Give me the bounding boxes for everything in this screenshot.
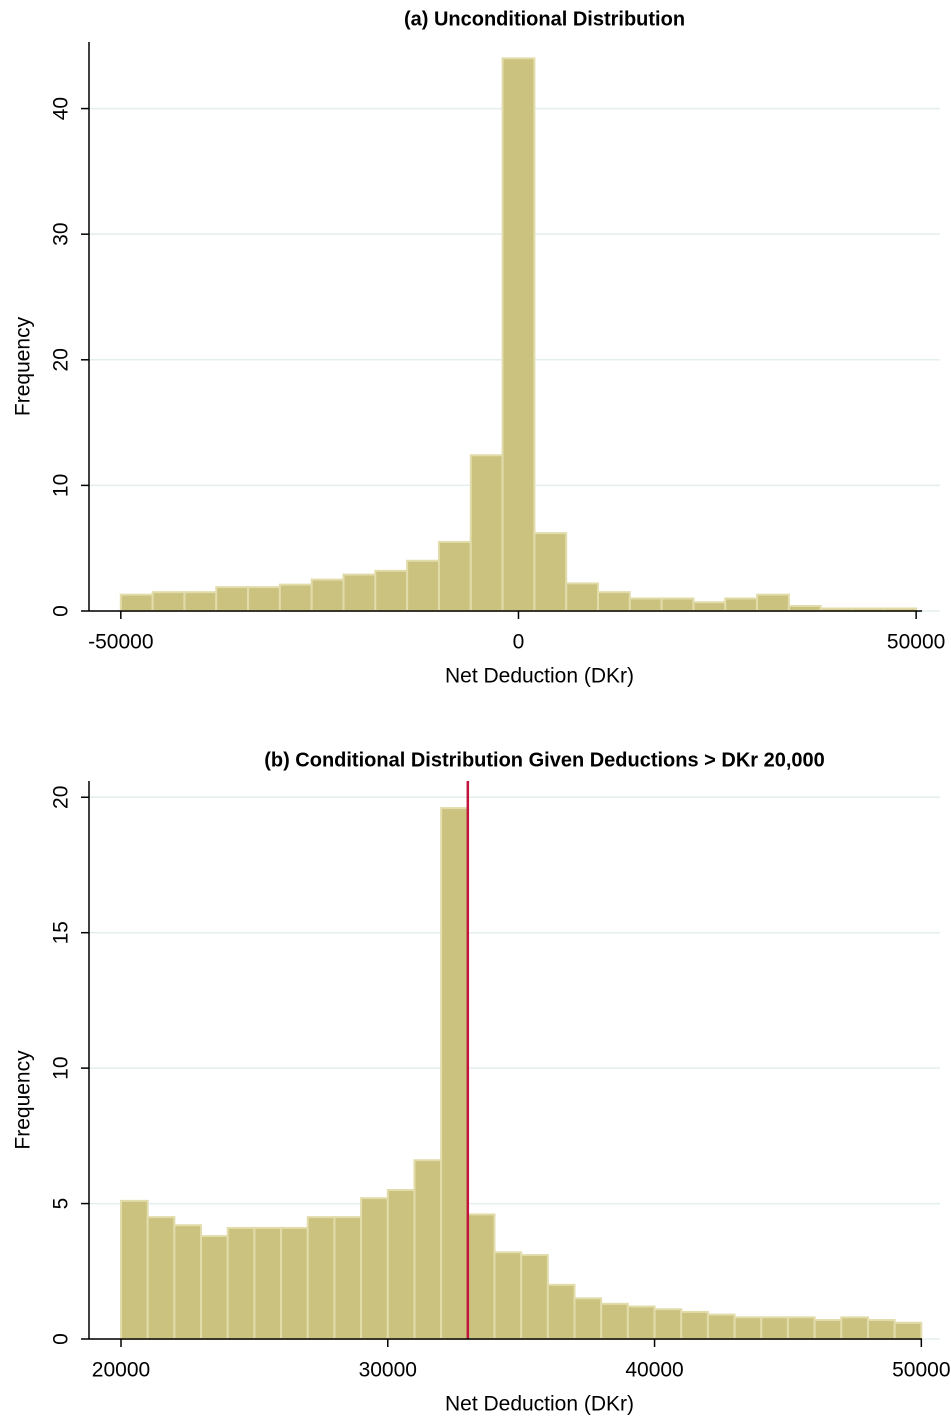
y-tick-label: 0 xyxy=(50,605,73,617)
bar xyxy=(310,578,345,612)
bar xyxy=(466,1213,496,1341)
y-tick-label: 15 xyxy=(50,921,73,944)
bar xyxy=(813,1319,843,1340)
bar xyxy=(866,1319,896,1340)
y-tick-label: 40 xyxy=(50,97,73,120)
bar xyxy=(146,1216,176,1341)
bar xyxy=(306,1216,336,1341)
bar xyxy=(533,532,568,612)
bar xyxy=(653,1308,683,1340)
bar xyxy=(600,1302,629,1340)
bar xyxy=(437,540,472,613)
y-tick-label: 0 xyxy=(50,1333,73,1345)
x-tick-label: 0 xyxy=(513,631,525,654)
y-tick-label: 20 xyxy=(50,348,73,371)
x-tick-label: 30000 xyxy=(359,1359,417,1382)
bar xyxy=(706,1313,736,1340)
bar xyxy=(374,569,409,612)
bar xyxy=(280,1226,309,1341)
bar xyxy=(501,57,536,612)
bar xyxy=(386,1189,416,1340)
chart-title: (b) Conditional Distribution Given Deduc… xyxy=(264,749,825,771)
x-tick-label: 20000 xyxy=(92,1359,150,1382)
x-tick-label: 50000 xyxy=(892,1359,950,1382)
bar xyxy=(787,604,822,612)
bar xyxy=(278,583,313,612)
bar xyxy=(680,1310,709,1340)
x-tick-label: 40000 xyxy=(625,1359,683,1382)
bar xyxy=(253,1226,283,1341)
bar xyxy=(493,1251,523,1341)
bar xyxy=(247,586,281,612)
y-axis-title: Frequency xyxy=(12,1050,35,1150)
bar xyxy=(413,1159,443,1340)
bar xyxy=(215,586,250,612)
y-axis-title: Frequency xyxy=(12,316,35,416)
bar xyxy=(628,597,663,612)
chart-title: (a) Unconditional Distribution xyxy=(404,8,685,30)
y-tick-label: 20 xyxy=(50,786,73,809)
y-tick-label: 10 xyxy=(50,1056,73,1079)
x-tick-label: -50000 xyxy=(88,631,153,654)
bar xyxy=(440,807,469,1340)
bar xyxy=(406,559,440,613)
bar xyxy=(597,591,631,612)
bar xyxy=(660,597,695,612)
y-tick-label: 5 xyxy=(50,1198,73,1210)
bar xyxy=(733,1316,763,1340)
bar xyxy=(573,1297,603,1340)
bar xyxy=(546,1283,576,1340)
bar xyxy=(119,593,154,612)
x-axis-title: Net Deduction (DKr) xyxy=(445,665,634,688)
y-tick-label: 10 xyxy=(50,474,73,497)
bar xyxy=(120,1199,149,1340)
bar xyxy=(893,1321,923,1340)
bar xyxy=(342,573,377,613)
bar xyxy=(151,591,186,612)
bar xyxy=(692,601,727,613)
bar xyxy=(786,1316,816,1340)
bar xyxy=(626,1305,656,1340)
x-axis-title: Net Deduction (DKr) xyxy=(445,1393,634,1416)
bar xyxy=(724,597,759,612)
bar xyxy=(360,1197,389,1340)
bar xyxy=(333,1216,363,1341)
bar xyxy=(200,1235,229,1341)
bar xyxy=(173,1224,203,1341)
bar xyxy=(760,1316,789,1340)
x-tick-label: 50000 xyxy=(887,631,945,654)
bar xyxy=(183,591,218,612)
bar xyxy=(226,1226,256,1341)
bar xyxy=(469,454,504,613)
bar xyxy=(840,1316,869,1340)
bar xyxy=(565,582,600,613)
y-tick-label: 30 xyxy=(50,222,73,245)
bar xyxy=(520,1254,549,1341)
bar xyxy=(756,593,790,612)
